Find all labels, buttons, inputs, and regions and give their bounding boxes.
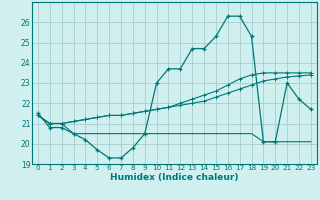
- X-axis label: Humidex (Indice chaleur): Humidex (Indice chaleur): [110, 173, 239, 182]
